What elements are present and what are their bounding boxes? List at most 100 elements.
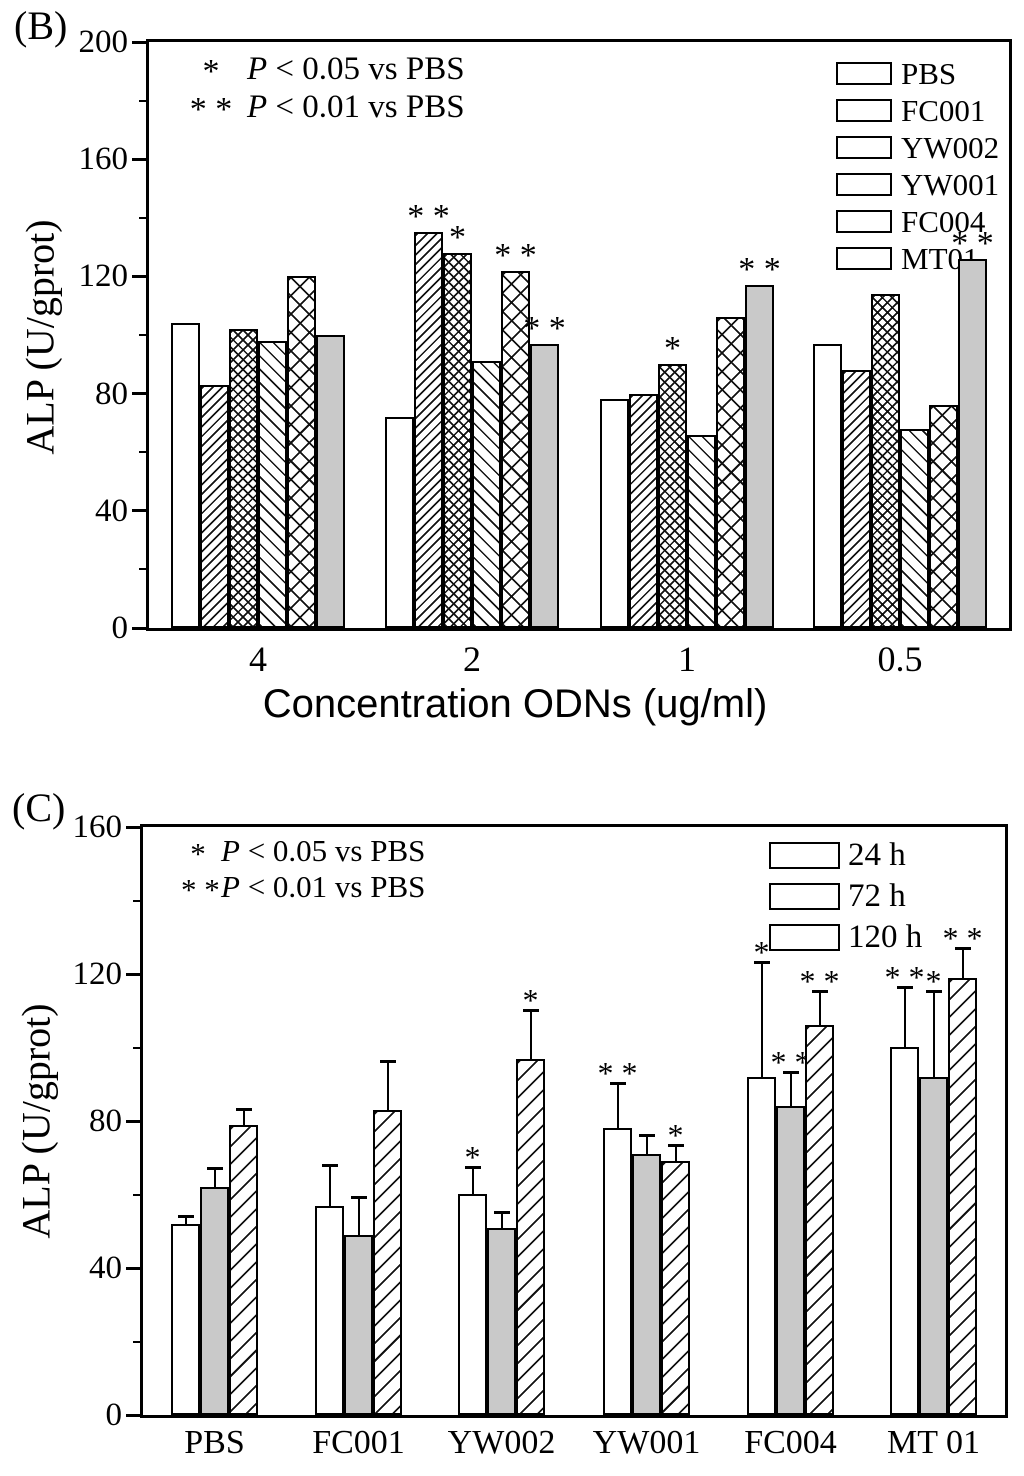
bar-FC001-1 (629, 394, 658, 628)
significance-star-symbol: * (202, 53, 220, 90)
x-axis-category-label: 4 (249, 639, 267, 679)
bar-YW001-1 (687, 435, 716, 628)
significance-note-row: * P < 0.05 vs PBS (181, 833, 425, 871)
bar-72h-FC004 (776, 1106, 805, 1415)
y-axis-tick-label: 200 (78, 24, 129, 60)
error-bar-stem (760, 963, 763, 1078)
y-axis-tick-label: 40 (89, 1250, 122, 1286)
bar-YW002-0.5 (871, 294, 900, 628)
error-bar-cap (350, 1196, 367, 1199)
legend-label: FC004 (901, 204, 986, 239)
panel-b-y-axis-title: ALP (U/gprot) (17, 219, 63, 455)
legend-item-FC004: FC004 (836, 206, 999, 237)
y-axis-minor-tick (133, 1340, 140, 1343)
y-axis-minor-tick (139, 99, 146, 102)
bar-FC001-4 (200, 385, 229, 628)
y-axis-tick-label: 120 (72, 956, 123, 992)
legend-label: YW001 (901, 167, 1000, 202)
error-bar-stem (818, 992, 821, 1026)
significance-note-text: P < 0.05 vs PBS (247, 51, 465, 87)
y-axis-tick-label: 40 (95, 492, 128, 529)
bar-72h-MT01 (919, 1077, 948, 1415)
error-bar-cap (206, 1167, 223, 1170)
significance-stars: * (753, 934, 770, 970)
panel-c-plot-frame: * P < 0.05 vs PBS * * P < 0.01 vs PBS 24… (140, 824, 1008, 1418)
error-bar-stem (789, 1073, 792, 1107)
significance-stars: * * (407, 198, 450, 235)
significance-stars: * * (597, 1055, 638, 1091)
y-axis-major-tick (132, 509, 146, 513)
bar-YW001-0.5 (900, 429, 929, 628)
legend-item-PBS: PBS (836, 58, 999, 89)
y-axis-minor-tick (139, 216, 146, 219)
legend-swatch-back-diag (836, 173, 892, 196)
error-bar-stem (184, 1217, 187, 1225)
bar-YW002-4 (229, 329, 258, 628)
error-bar-cap (811, 990, 828, 993)
y-axis-tick-label: 0 (105, 1397, 123, 1433)
bar-YW002-1 (658, 364, 687, 628)
y-axis-minor-tick (133, 1193, 140, 1196)
y-axis-major-tick (126, 1119, 140, 1123)
bar-72h-FC001 (344, 1235, 373, 1415)
x-axis-category-label: MT 01 (887, 1424, 980, 1461)
y-axis-major-tick (132, 274, 146, 278)
bar-120h-MT01 (948, 978, 977, 1415)
error-bar-stem (616, 1084, 619, 1129)
bar-MT01-4 (316, 335, 345, 628)
significance-stars: * * (884, 959, 925, 995)
x-axis-category-label: YW001 (592, 1424, 701, 1461)
y-axis-tick-label: 160 (72, 809, 123, 845)
panel-b-plot-frame: * P < 0.05 vs PBS * * P < 0.01 vs PBS PB… (146, 39, 1012, 631)
y-axis-minor-tick (139, 568, 146, 571)
significance-stars: * (667, 1117, 684, 1153)
significance-stars: * * (494, 237, 537, 274)
panel-c-significance-note: * P < 0.05 vs PBS * * P < 0.01 vs PBS (181, 833, 425, 907)
y-axis-major-tick (132, 626, 146, 630)
significance-stars: * (464, 1139, 481, 1175)
legend-swatch-plain (836, 62, 892, 85)
error-bar-cap (493, 1211, 510, 1214)
panel-b-x-axis-title: Concentration ODNs (ug/ml) (262, 682, 768, 726)
y-axis-minor-tick (133, 899, 140, 902)
y-axis-major-tick (132, 157, 146, 161)
error-bar-cap (638, 1134, 655, 1137)
error-bar-cap (667, 1144, 684, 1147)
error-bar-stem (961, 949, 964, 979)
legend-item-120h: 120 h (769, 921, 922, 954)
y-axis-major-tick (126, 825, 140, 829)
significance-stars: * * (523, 310, 566, 347)
x-axis-category-label: FC001 (312, 1424, 405, 1461)
error-bar-cap (925, 990, 942, 993)
legend-item-YW002: YW002 (836, 132, 999, 163)
error-bar-cap (753, 961, 770, 964)
significance-stars: * (925, 963, 942, 999)
y-axis-minor-tick (139, 334, 146, 336)
significance-stars: * (522, 982, 539, 1018)
error-bar-cap (782, 1071, 799, 1074)
error-bar-stem (386, 1062, 389, 1111)
error-bar-stem (242, 1110, 245, 1126)
error-bar-cap (177, 1215, 194, 1218)
bar-120h-FC001 (373, 1110, 402, 1415)
x-axis-category-label: 2 (463, 639, 481, 679)
legend-label: FC001 (901, 93, 986, 128)
error-bar-cap (464, 1166, 481, 1169)
bar-MT01-1 (745, 285, 774, 628)
panel-b-significance-note: * P < 0.05 vs PBS * * P < 0.01 vs PBS (183, 50, 465, 128)
panel-c-plot-area: * P < 0.05 vs PBS * * P < 0.01 vs PBS 24… (143, 827, 1005, 1415)
error-bar-cap (522, 1009, 539, 1012)
x-axis-category-label: PBS (184, 1424, 245, 1461)
y-axis-major-tick (132, 40, 146, 44)
error-bar-stem (213, 1169, 216, 1188)
bar-FC001-0.5 (842, 370, 871, 628)
bar-24h-FC001 (315, 1206, 344, 1415)
bar-MT01-2 (530, 344, 559, 628)
error-bar-cap (954, 947, 971, 950)
legend-label: 24 h (848, 837, 906, 873)
error-bar-stem (471, 1168, 474, 1195)
bar-120h-PBS (229, 1125, 258, 1415)
legend-label: 120 h (848, 919, 923, 955)
legend-item-24h: 24 h (769, 839, 922, 872)
x-axis-category-label: FC004 (744, 1424, 837, 1461)
